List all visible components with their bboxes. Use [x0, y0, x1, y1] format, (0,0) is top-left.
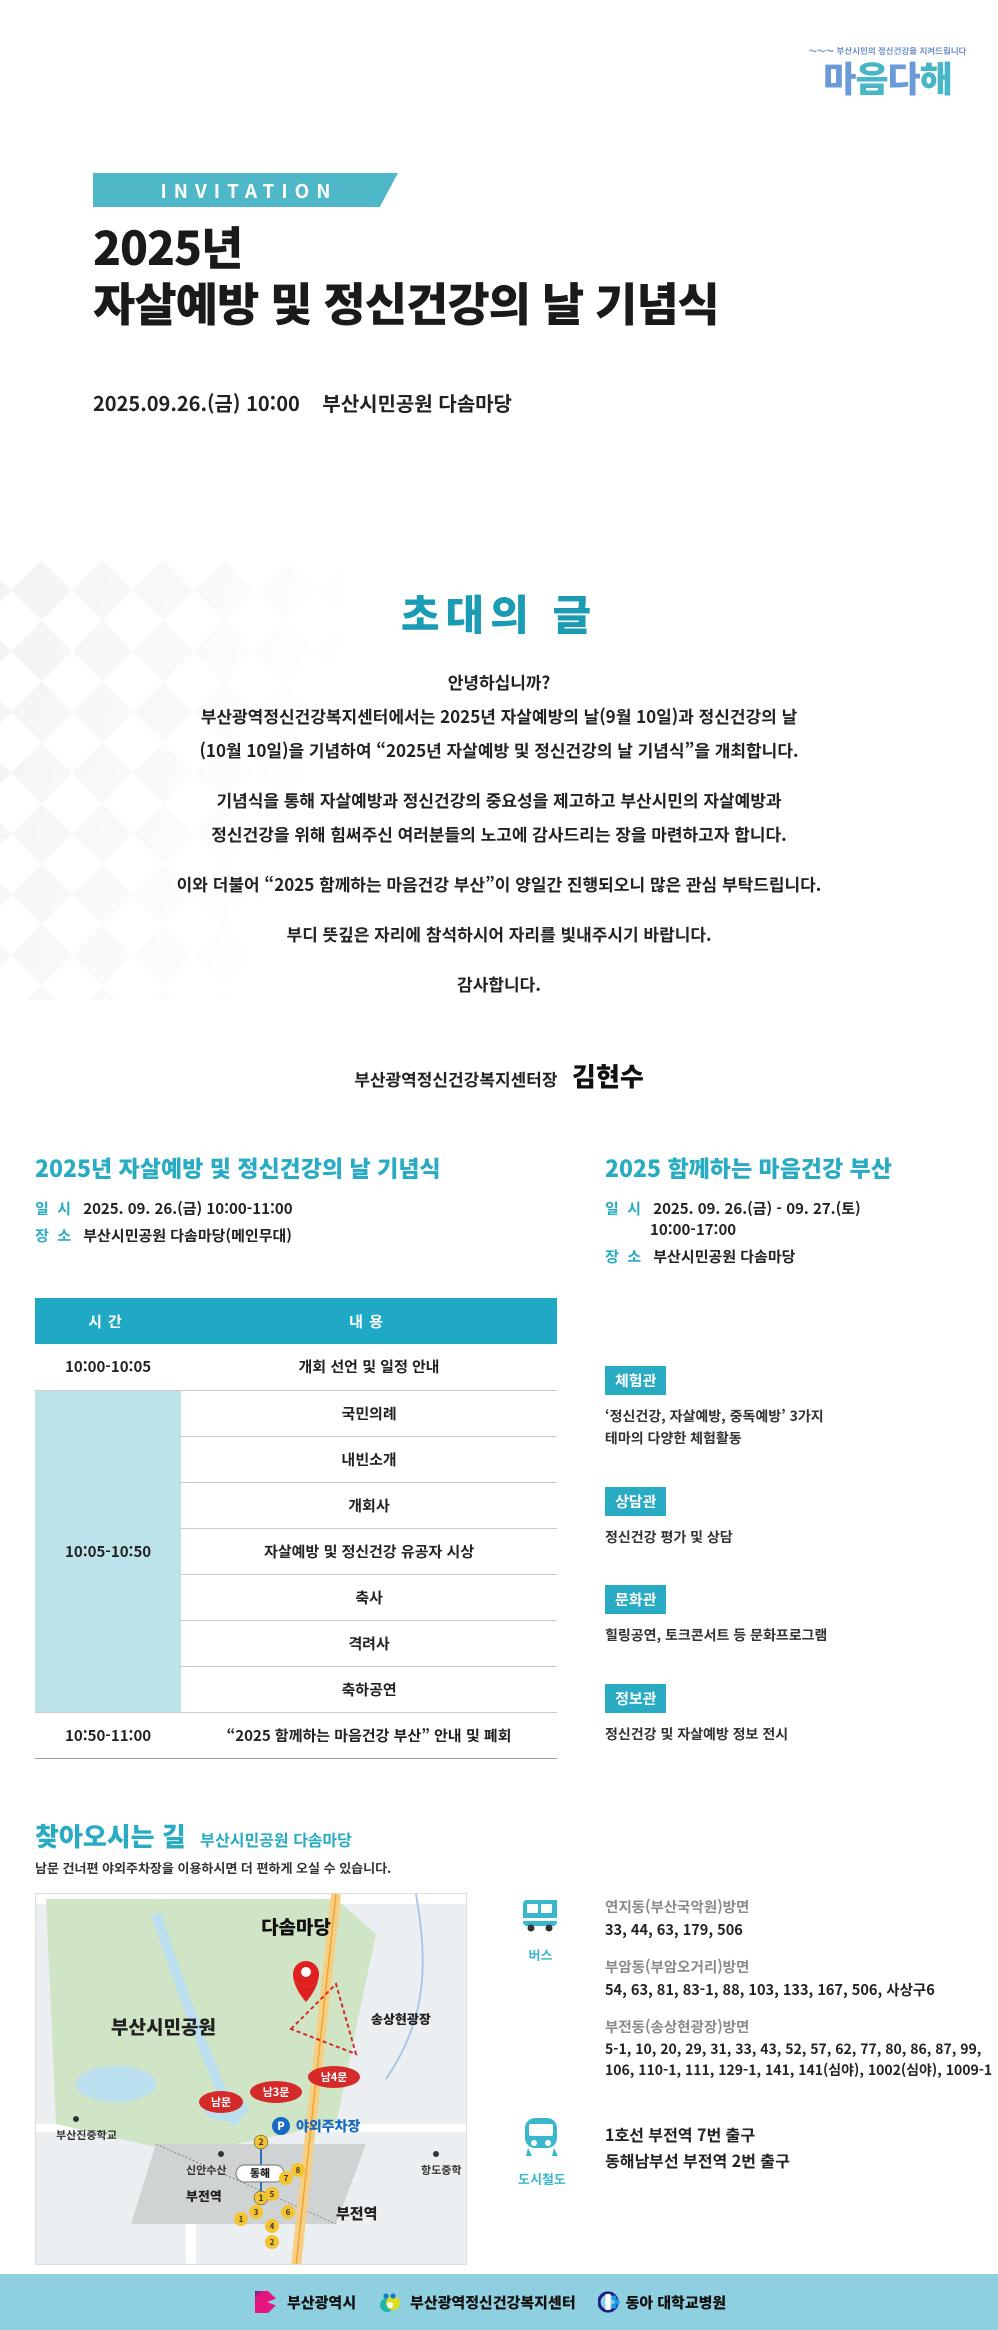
svg-text:신안수산: 신안수산	[186, 2162, 226, 2178]
svg-text:1: 1	[239, 2214, 244, 2225]
svg-text:남문: 남문	[211, 2094, 231, 2110]
svg-text:1: 1	[258, 2191, 263, 2204]
svg-text:다솜마당: 다솜마당	[261, 1913, 331, 1940]
svg-text:7: 7	[284, 2173, 289, 2184]
svg-text:남4문: 남4문	[321, 2069, 348, 2085]
svg-text:송상현광장: 송상현광장	[371, 2009, 431, 2028]
svg-text:2: 2	[270, 2237, 275, 2248]
svg-text:2: 2	[258, 2135, 263, 2148]
svg-text:부전역: 부전역	[336, 2203, 377, 2224]
svg-text:부전역: 부전역	[186, 2186, 222, 2205]
svg-text:5: 5	[270, 2189, 275, 2200]
svg-text:부산진중학교: 부산진중학교	[56, 2127, 117, 2143]
svg-text:4: 4	[270, 2221, 275, 2232]
svg-text:6: 6	[286, 2207, 291, 2218]
svg-text:야외주차장: 야외주차장	[296, 2116, 361, 2136]
svg-text:P: P	[277, 2118, 285, 2134]
svg-text:동해: 동해	[250, 2165, 270, 2181]
svg-text:8: 8	[296, 2165, 301, 2176]
svg-text:남3문: 남3문	[263, 2084, 290, 2100]
svg-text:항도중학: 항도중학	[421, 2162, 461, 2178]
svg-text:3: 3	[254, 2207, 259, 2218]
svg-text:부산시민공원: 부산시민공원	[111, 2013, 216, 2040]
